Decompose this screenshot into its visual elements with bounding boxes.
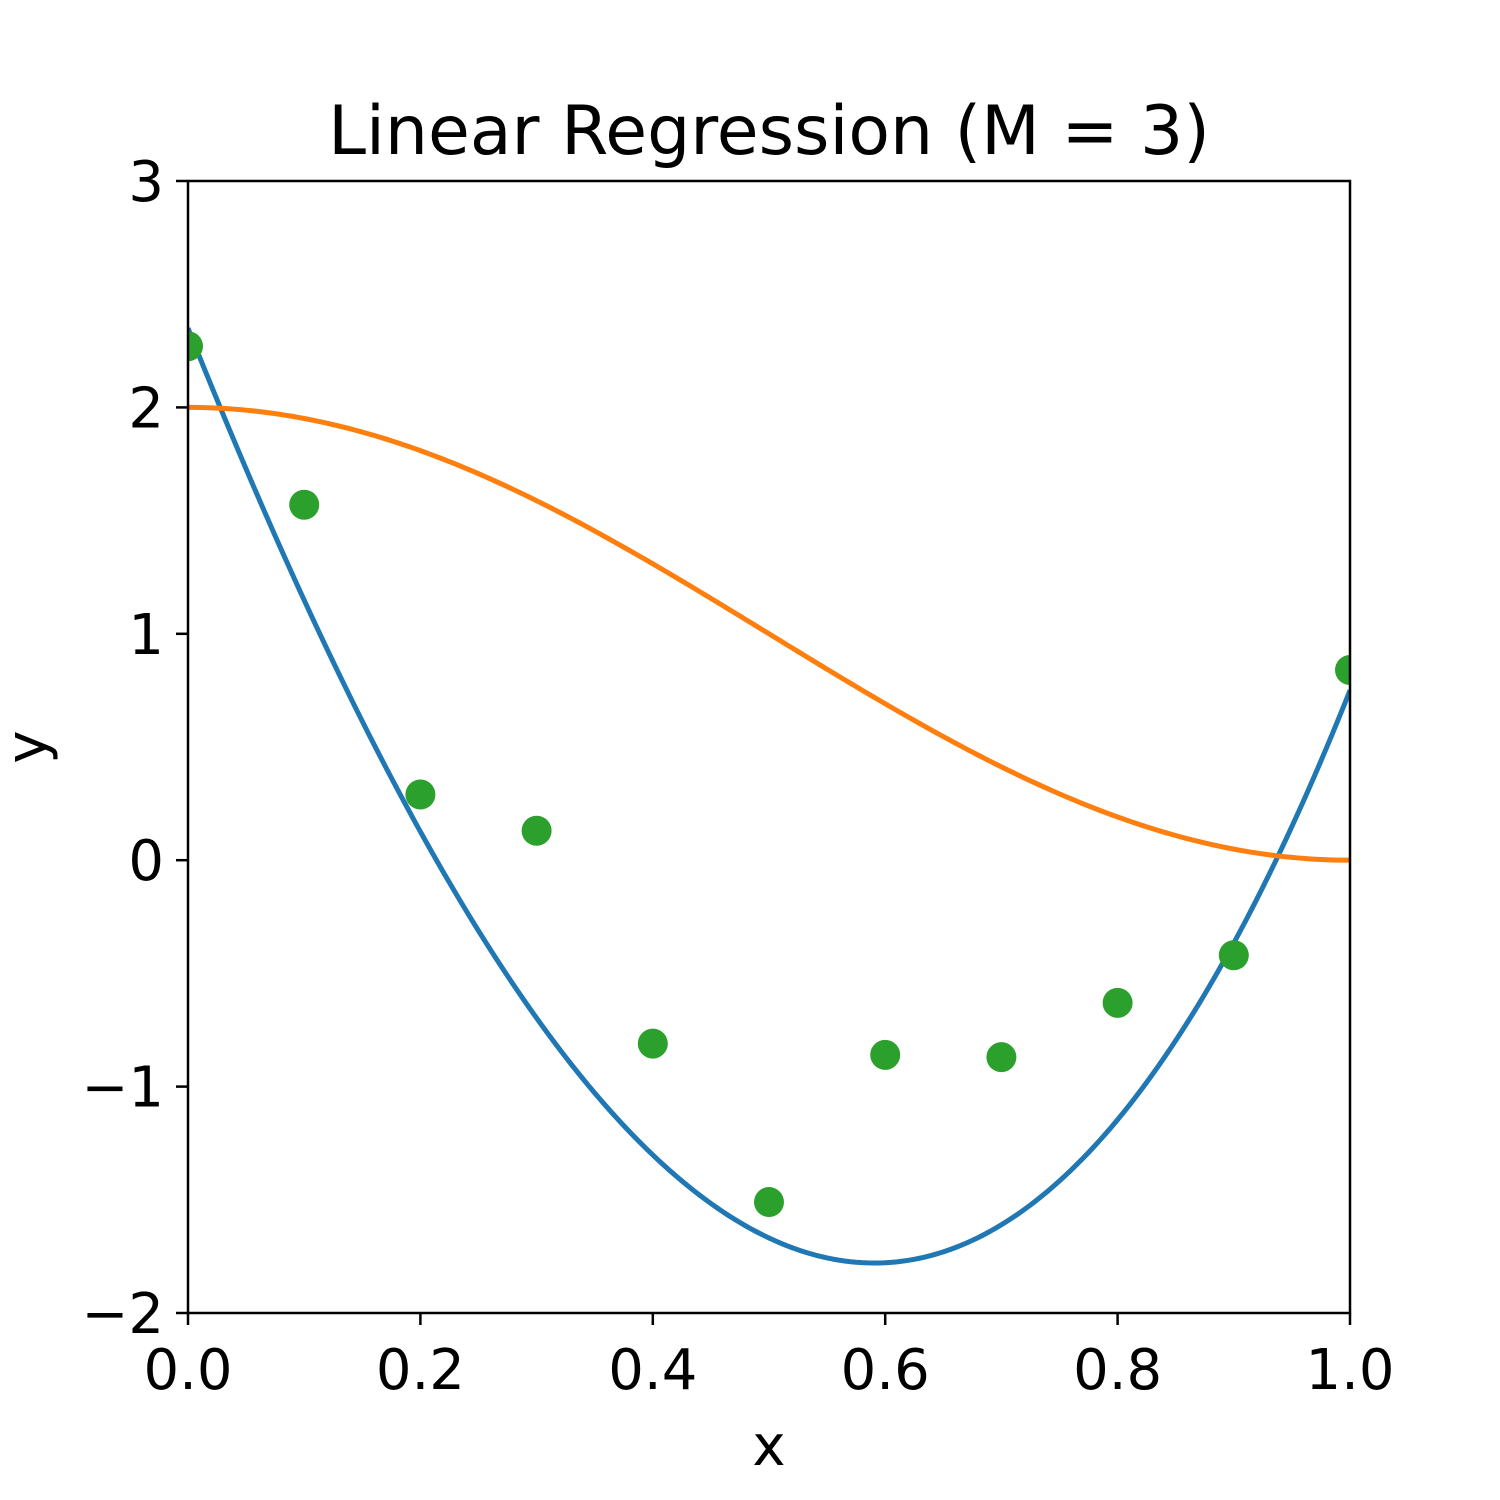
plot-area bbox=[188, 327, 1350, 1266]
scatter-point bbox=[1335, 655, 1350, 686]
y-axis-label: y bbox=[0, 730, 60, 763]
scatter-point bbox=[986, 1042, 1017, 1073]
x-tick-label: 0.6 bbox=[841, 1338, 930, 1403]
y-tick-label: 3 bbox=[128, 150, 164, 215]
scatter-point bbox=[637, 1028, 668, 1059]
scatter-point bbox=[405, 779, 436, 810]
y-axis-ticks: −2 −1 0 1 2 3 bbox=[81, 150, 188, 1347]
scatter-point bbox=[870, 1039, 901, 1070]
x-tick-label: 0.0 bbox=[143, 1338, 232, 1403]
scatter-point bbox=[289, 489, 320, 520]
x-tick-label: 0.8 bbox=[1073, 1338, 1162, 1403]
y-tick-label: −2 bbox=[81, 1282, 164, 1347]
y-tick-label: 0 bbox=[128, 829, 164, 894]
series-line-fit bbox=[188, 327, 1350, 1266]
y-tick-label: 1 bbox=[128, 603, 164, 668]
scatter-point bbox=[188, 331, 203, 362]
x-tick-label: 1.0 bbox=[1305, 1338, 1394, 1403]
scatter-point bbox=[1102, 987, 1133, 1018]
scatter-point bbox=[521, 815, 552, 846]
scatter-points bbox=[188, 331, 1350, 1218]
chart-title: Linear Regression (M = 3) bbox=[328, 92, 1210, 171]
x-tick-label: 0.4 bbox=[608, 1338, 697, 1403]
scatter-point bbox=[1218, 940, 1249, 971]
series-line-true bbox=[188, 404, 1350, 863]
y-tick-label: 2 bbox=[128, 376, 164, 441]
x-tick-label: 0.2 bbox=[376, 1338, 465, 1403]
x-axis-label: x bbox=[752, 1414, 785, 1479]
y-tick-label: −1 bbox=[81, 1056, 164, 1121]
x-axis-ticks: 0.0 0.2 0.4 0.6 0.8 1.0 bbox=[143, 1313, 1395, 1403]
axes-frame bbox=[186, 179, 1352, 1315]
scatter-point bbox=[754, 1187, 784, 1218]
